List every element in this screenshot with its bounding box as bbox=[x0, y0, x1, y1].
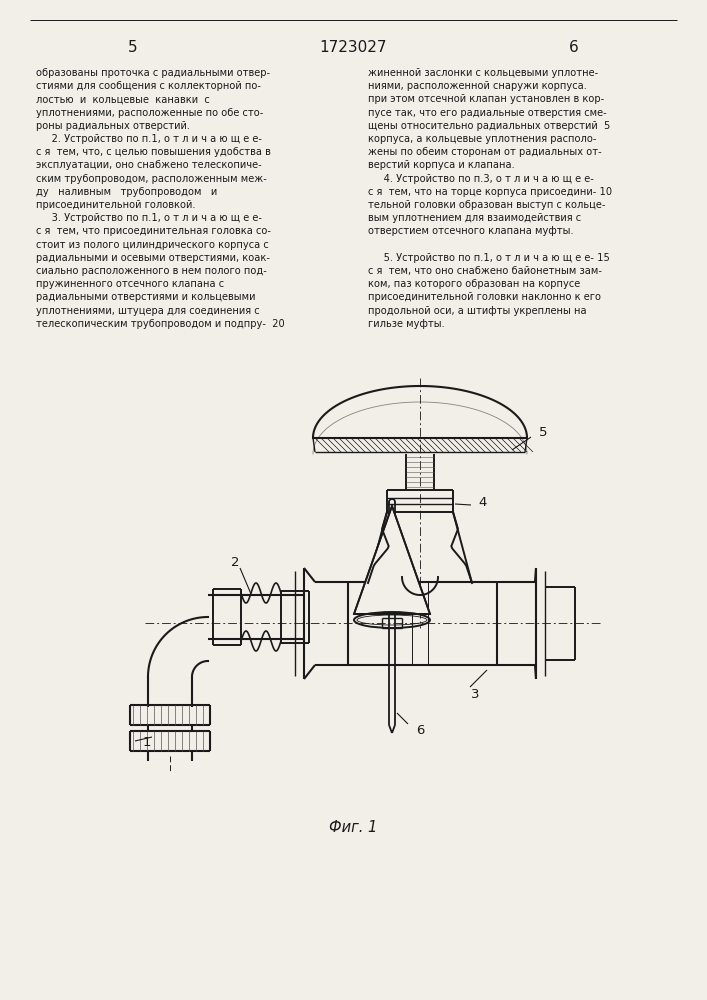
Text: 1723027: 1723027 bbox=[320, 40, 387, 55]
Text: радиальными и осевыми отверстиями, коак-: радиальными и осевыми отверстиями, коак- bbox=[36, 253, 270, 263]
Text: жиненной заслонки с кольцевыми уплотне-: жиненной заслонки с кольцевыми уплотне- bbox=[368, 68, 598, 78]
Text: гильзе муфты.: гильзе муфты. bbox=[368, 319, 445, 329]
Text: 6: 6 bbox=[416, 724, 424, 736]
Text: телескопическим трубопроводом и подпру-  20: телескопическим трубопроводом и подпру- … bbox=[36, 319, 285, 329]
Text: корпуса, а кольцевые уплотнения располо-: корпуса, а кольцевые уплотнения располо- bbox=[368, 134, 597, 144]
Text: 4: 4 bbox=[479, 495, 487, 508]
Text: лостью  и  кольцевые  канавки  с: лостью и кольцевые канавки с bbox=[36, 94, 210, 104]
Text: 4. Устройство по п.3, о т л и ч а ю щ е е-: 4. Устройство по п.3, о т л и ч а ю щ е … bbox=[368, 174, 594, 184]
Text: стоит из полого цилиндрического корпуса с: стоит из полого цилиндрического корпуса … bbox=[36, 240, 269, 250]
Text: с я  тем, что оно снабжено байонетным зам-: с я тем, что оно снабжено байонетным зам… bbox=[368, 266, 602, 276]
Text: уплотнениями, штуцера для соединения с: уплотнениями, штуцера для соединения с bbox=[36, 306, 259, 316]
Text: Фиг. 1: Фиг. 1 bbox=[329, 820, 377, 835]
Text: 3. Устройство по п.1, о т л и ч а ю щ е е-: 3. Устройство по п.1, о т л и ч а ю щ е … bbox=[36, 213, 262, 223]
Text: уплотнениями, расположенные по обе сто-: уплотнениями, расположенные по обе сто- bbox=[36, 108, 264, 118]
Text: 2. Устройство по п.1, о т л и ч а ю щ е е-: 2. Устройство по п.1, о т л и ч а ю щ е … bbox=[36, 134, 262, 144]
Text: эксплуатации, оно снабжено телескопиче-: эксплуатации, оно снабжено телескопиче- bbox=[36, 160, 262, 170]
Text: ду   наливным   трубопроводом   и: ду наливным трубопроводом и bbox=[36, 187, 217, 197]
Text: 3: 3 bbox=[471, 688, 479, 702]
Text: образованы проточка с радиальными отвер-: образованы проточка с радиальными отвер- bbox=[36, 68, 270, 78]
Text: с я  тем, что на торце корпуса присоедини- 10: с я тем, что на торце корпуса присоедини… bbox=[368, 187, 612, 197]
Text: вым уплотнением для взаимодействия с: вым уплотнением для взаимодействия с bbox=[368, 213, 581, 223]
Text: продольной оси, а штифты укреплены на: продольной оси, а штифты укреплены на bbox=[368, 306, 587, 316]
Text: щены относительно радиальных отверстий  5: щены относительно радиальных отверстий 5 bbox=[368, 121, 610, 131]
Text: 5: 5 bbox=[539, 426, 547, 440]
Text: стиями для сообщения с коллекторной по-: стиями для сообщения с коллекторной по- bbox=[36, 81, 261, 91]
Text: отверстием отсечного клапана муфты.: отверстием отсечного клапана муфты. bbox=[368, 226, 573, 236]
Polygon shape bbox=[354, 506, 430, 614]
Text: жены по обеим сторонам от радиальных от-: жены по обеим сторонам от радиальных от- bbox=[368, 147, 602, 157]
Text: 6: 6 bbox=[569, 40, 579, 55]
Text: присоединительной головкой.: присоединительной головкой. bbox=[36, 200, 196, 210]
Text: 5: 5 bbox=[128, 40, 138, 55]
Text: ским трубопроводом, расположенным меж-: ским трубопроводом, расположенным меж- bbox=[36, 174, 267, 184]
Text: при этом отсечной клапан установлен в кор-: при этом отсечной клапан установлен в ко… bbox=[368, 94, 604, 104]
Text: сиально расположенного в нем полого под-: сиально расположенного в нем полого под- bbox=[36, 266, 267, 276]
Text: 1: 1 bbox=[143, 736, 151, 748]
Text: 2: 2 bbox=[230, 556, 239, 570]
Text: роны радиальных отверстий.: роны радиальных отверстий. bbox=[36, 121, 190, 131]
Text: 5. Устройство по п.1, о т л и ч а ю щ е е- 15: 5. Устройство по п.1, о т л и ч а ю щ е … bbox=[368, 253, 609, 263]
Text: ком, паз которого образован на корпусе: ком, паз которого образован на корпусе bbox=[368, 279, 580, 289]
Text: с я  тем, что, с целью повышения удобства в: с я тем, что, с целью повышения удобства… bbox=[36, 147, 271, 157]
Text: тельной головки образован выступ с кольце-: тельной головки образован выступ с кольц… bbox=[368, 200, 605, 210]
Text: ниями, расположенной снаружи корпуса.: ниями, расположенной снаружи корпуса. bbox=[368, 81, 587, 91]
Text: пусе так, что его радиальные отверстия сме-: пусе так, что его радиальные отверстия с… bbox=[368, 108, 607, 118]
Text: пружиненного отсечного клапана с: пружиненного отсечного клапана с bbox=[36, 279, 224, 289]
Text: верстий корпуса и клапана.: верстий корпуса и клапана. bbox=[368, 160, 515, 170]
Text: с я  тем, что присоединительная головка со-: с я тем, что присоединительная головка с… bbox=[36, 226, 271, 236]
Text: присоединительной головки наклонно к его: присоединительной головки наклонно к его bbox=[368, 292, 601, 302]
Text: радиальными отверстиями и кольцевыми: радиальными отверстиями и кольцевыми bbox=[36, 292, 255, 302]
